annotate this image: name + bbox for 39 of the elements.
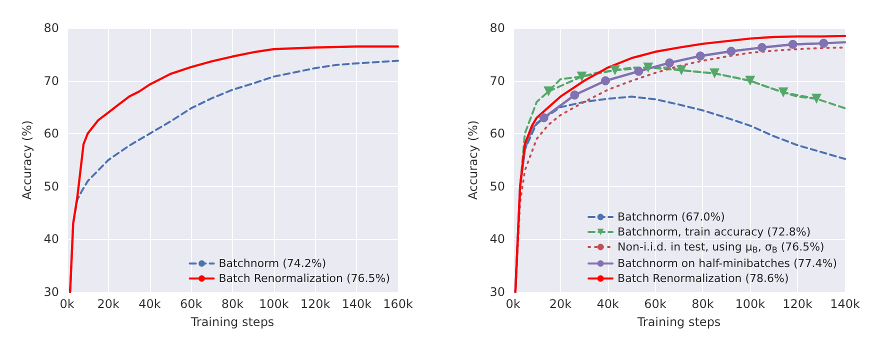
x-axis-title: Training steps bbox=[190, 315, 274, 329]
legend-label: Batch Renormalization (78.6%) bbox=[618, 272, 789, 285]
y-tick-label: 40 bbox=[44, 232, 59, 246]
x-tick-label: 20k bbox=[97, 297, 120, 311]
x-tick-label: 140k bbox=[830, 297, 860, 311]
x-tick-label: 60k bbox=[644, 297, 666, 311]
y-axis-title: Accuracy (%) bbox=[466, 120, 480, 200]
legend-label: Batchnorm, train accuracy (72.8%) bbox=[618, 226, 811, 238]
y-axis-title: Accuracy (%) bbox=[20, 120, 34, 200]
x-tick-label: 100k bbox=[258, 297, 289, 311]
x-tick-label: 140k bbox=[342, 297, 372, 311]
x-tick-label: 160k bbox=[383, 297, 413, 311]
x-tick-label: 80k bbox=[692, 297, 714, 311]
y-tick-label: 50 bbox=[44, 179, 59, 194]
y-tick-label: 60 bbox=[490, 126, 505, 141]
y-tick-label: 30 bbox=[490, 285, 505, 299]
x-tick-label: 0k bbox=[60, 297, 74, 311]
x-tick-label: 20k bbox=[549, 297, 572, 311]
x-tick-label: 0k bbox=[506, 297, 520, 311]
x-tick-label: 120k bbox=[782, 297, 813, 311]
legend-label: Batch Renormalization (76.5%) bbox=[218, 272, 390, 285]
x-tick-label: 120k bbox=[300, 297, 330, 311]
x-tick-label: 100k bbox=[735, 297, 766, 311]
legend-label: Batchnorm on half-minibatches (77.4%) bbox=[618, 257, 838, 270]
y-tick-label: 50 bbox=[490, 179, 505, 194]
legend-label: Batchnorm (74.2%) bbox=[218, 257, 326, 270]
x-tick-label: 80k bbox=[221, 297, 244, 311]
y-tick-label: 70 bbox=[490, 74, 505, 88]
y-tick-label: 40 bbox=[490, 232, 505, 246]
y-tick-label: 80 bbox=[44, 21, 59, 35]
x-tick-label: 40k bbox=[138, 297, 161, 311]
y-tick-label: 60 bbox=[44, 126, 59, 141]
y-tick-label: 80 bbox=[490, 21, 505, 35]
y-tick-label: 70 bbox=[44, 74, 59, 88]
x-axis-title: Training steps bbox=[636, 315, 721, 329]
y-tick-label: 30 bbox=[44, 285, 59, 299]
x-tick-label: 40k bbox=[596, 297, 620, 311]
x-tick-label: 60k bbox=[180, 297, 202, 311]
legend-label: Batchnorm (67.0%) bbox=[618, 210, 725, 224]
